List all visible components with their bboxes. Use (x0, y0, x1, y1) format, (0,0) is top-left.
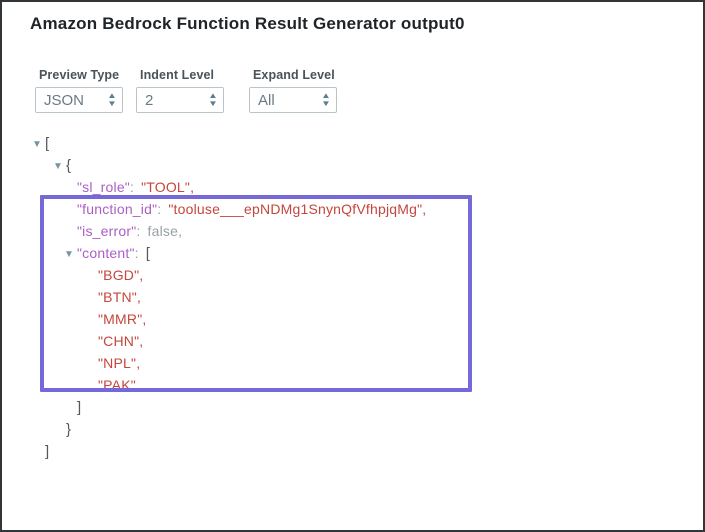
json-tree-row: "PAK" (2, 374, 705, 396)
json-token-string: "CHN" (98, 333, 140, 349)
arrow-down-icon[interactable]: ▼ (208, 99, 218, 108)
json-token-key: "sl_role" (77, 179, 130, 195)
json-token-string: "tooluse___epNDMg1SnynQfVfhpjqMg" (168, 201, 423, 217)
json-tree-row: } (2, 418, 705, 440)
json-token-literal: false (147, 223, 179, 239)
json-token-comma-s: , (422, 201, 427, 217)
arrow-up-icon[interactable]: ▲ (107, 91, 117, 100)
page-title: Amazon Bedrock Function Result Generator… (30, 14, 465, 33)
json-tree-row: ] (2, 440, 705, 462)
arrow-up-icon[interactable]: ▲ (208, 91, 218, 100)
stepper-arrows-icon[interactable]: ▲ ▼ (208, 91, 218, 108)
json-token-colon: : (157, 201, 162, 217)
preview-type-label: Preview Type (39, 68, 120, 82)
expand-level-control: Expand Level All ▲ ▼ (249, 68, 337, 113)
json-tree-row: "MMR", (2, 308, 705, 330)
json-token-bracket: { (66, 157, 72, 174)
json-tree-row: ▼[ (2, 132, 705, 154)
indent-level-label: Indent Level (140, 68, 215, 82)
stepper-arrows-icon[interactable]: ▲ ▼ (321, 91, 331, 108)
expand-level-value: All (258, 91, 275, 109)
controls-bar: Preview Type JSON ▲ ▼ Indent Level 2 ▲ ▼… (35, 68, 337, 113)
json-token-comma-s: , (136, 355, 141, 371)
json-token-comma-s: , (139, 333, 144, 349)
arrow-down-icon[interactable]: ▼ (321, 99, 331, 108)
json-token-colon: : (136, 223, 141, 239)
json-tree-viewer: ▼[▼{"sl_role": "TOOL", "function_id": "tool… (2, 132, 705, 462)
json-tree-row: "function_id": "tooluse___epNDMg1SnynQfVf… (2, 198, 705, 220)
json-token-string: "NPL" (98, 355, 137, 371)
preview-type-value: JSON (44, 91, 85, 109)
indent-level-value: 2 (145, 91, 154, 109)
json-token-key: "function_id" (77, 201, 158, 217)
json-token-key: "is_error" (77, 223, 137, 239)
json-token-bracket: ] (77, 399, 82, 416)
collapse-toggle-icon[interactable]: ▼ (32, 139, 43, 150)
json-tree-row: "BTN", (2, 286, 705, 308)
collapse-toggle-icon[interactable]: ▼ (64, 249, 75, 260)
json-token-bracket: [ (145, 245, 151, 262)
json-token-key: "content" (77, 245, 135, 261)
indent-level-select[interactable]: 2 ▲ ▼ (136, 87, 224, 113)
preview-type-control: Preview Type JSON ▲ ▼ (35, 68, 123, 113)
expand-level-label: Expand Level (253, 68, 335, 82)
indent-level-control: Indent Level 2 ▲ ▼ (136, 68, 224, 113)
preview-type-select[interactable]: JSON ▲ ▼ (35, 87, 123, 113)
json-tree-row: "BGD", (2, 264, 705, 286)
json-token-comma-s: , (139, 267, 144, 283)
arrow-up-icon[interactable]: ▲ (321, 91, 331, 100)
json-token-string: "TOOL" (141, 179, 191, 195)
json-token-string: "PAK" (98, 377, 136, 393)
json-tree-row: ▼ "content": [ (2, 242, 705, 264)
json-token-comma-s: , (142, 311, 147, 327)
json-token-bracket: ] (45, 443, 50, 460)
json-token-comma-g: , (178, 223, 183, 239)
json-token-comma-s: , (190, 179, 195, 195)
json-token-bracket: } (66, 421, 72, 438)
json-token-bracket: [ (45, 135, 50, 152)
collapse-toggle-icon[interactable]: ▼ (53, 161, 64, 172)
stepper-arrows-icon[interactable]: ▲ ▼ (107, 91, 117, 108)
json-token-colon: : (129, 179, 135, 195)
arrow-down-icon[interactable]: ▼ (107, 99, 117, 108)
json-tree-row: "CHN", (2, 330, 705, 352)
json-tree-row: "sl_role": "TOOL", (2, 176, 705, 198)
expand-level-select[interactable]: All ▲ ▼ (249, 87, 337, 113)
json-tree-row: "NPL", (2, 352, 705, 374)
json-token-comma-s: , (136, 289, 142, 305)
json-token-string: "MMR" (98, 311, 143, 327)
json-tree-row: "is_error": false, (2, 220, 705, 242)
json-tree-row: ▼{ (2, 154, 705, 176)
json-token-string: "BGD" (98, 267, 140, 283)
json-token-string: "BTN" (98, 289, 137, 305)
json-token-colon: : (134, 245, 139, 261)
json-tree-row: ] (2, 396, 705, 418)
